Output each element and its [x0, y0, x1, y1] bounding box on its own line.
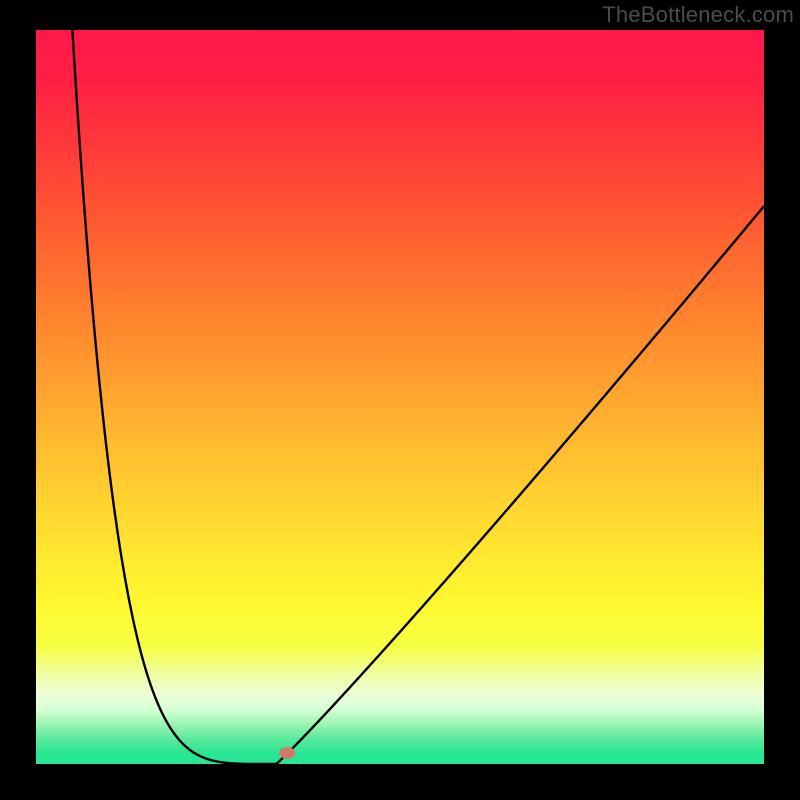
bottleneck-chart	[0, 0, 800, 800]
chart-frame: TheBottleneck.com	[0, 0, 800, 800]
plot-background	[36, 30, 764, 764]
watermark-text: TheBottleneck.com	[602, 2, 794, 28]
minimum-marker	[279, 747, 295, 759]
bottom-strip	[36, 754, 764, 764]
